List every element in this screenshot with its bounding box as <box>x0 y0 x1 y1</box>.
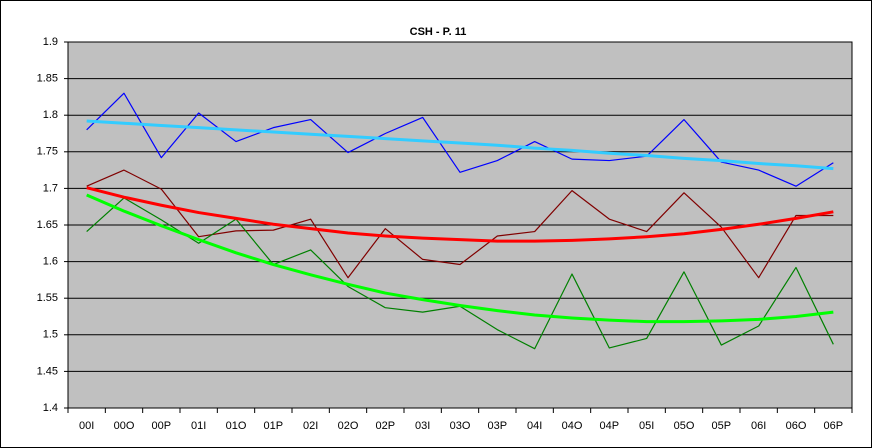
series-line <box>86 92 834 187</box>
y-tick-label: 1.6 <box>43 256 58 268</box>
y-tick-label: 1.5 <box>43 329 58 341</box>
y-tick-label: 1.9 <box>43 36 58 48</box>
y-tick-label: 1.85 <box>37 73 58 85</box>
x-tick-label: 02P <box>376 420 396 432</box>
x-tick-label: 05P <box>712 420 732 432</box>
y-tick-label: 1.55 <box>37 292 58 304</box>
x-tick-label: 01O <box>226 420 247 432</box>
x-tick-label: 03O <box>450 420 471 432</box>
y-tick-label: 1.75 <box>37 146 58 158</box>
x-tick-label: 05O <box>674 420 695 432</box>
x-tick-label: 00O <box>114 420 135 432</box>
plot-border <box>67 41 853 409</box>
x-tick-label: 04P <box>600 420 620 432</box>
trendline <box>86 186 834 243</box>
trendline <box>86 193 834 324</box>
x-tick-label: 01P <box>264 420 284 432</box>
x-tick-label: 03I <box>415 420 430 432</box>
y-tick-label: 1.45 <box>37 365 58 377</box>
y-tick-label: 1.4 <box>43 402 58 414</box>
x-tick-label: 00P <box>152 420 172 432</box>
x-tick-label: 06O <box>786 420 807 432</box>
chart-title: CSH - P. 11 <box>410 26 467 38</box>
x-tick-label: 06P <box>824 420 844 432</box>
y-tick-label: 1.8 <box>43 109 58 121</box>
x-tick-label: 05I <box>639 420 654 432</box>
x-tick-label: 02I <box>303 420 318 432</box>
x-tick-label: 00I <box>79 420 94 432</box>
trendline <box>86 119 834 171</box>
x-tick-label: 06I <box>751 420 766 432</box>
x-tick-label: 01I <box>191 420 206 432</box>
x-tick-label: 04I <box>527 420 542 432</box>
x-tick-label: 04O <box>562 420 583 432</box>
x-tick-label: 03P <box>488 420 508 432</box>
x-tick-label: 02O <box>338 420 359 432</box>
y-tick-label: 1.7 <box>43 182 58 194</box>
y-tick-label: 1.65 <box>37 219 58 231</box>
